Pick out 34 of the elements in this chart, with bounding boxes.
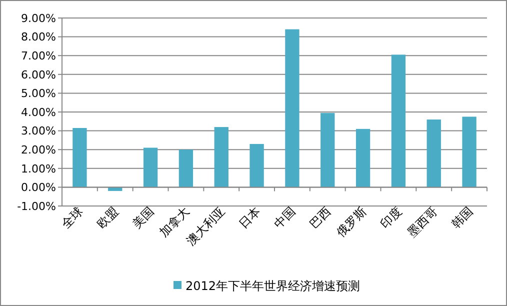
- bar: [178, 150, 194, 188]
- x-tick-label: 韩国: [448, 204, 476, 232]
- bar: [108, 187, 122, 191]
- x-tick-label: 墨西哥: [404, 204, 440, 240]
- bar: [320, 112, 335, 188]
- y-tick-label: 5.00%: [21, 87, 56, 100]
- x-tick-label: 中国: [271, 204, 298, 232]
- x-tick-label: 俄罗斯: [334, 204, 370, 240]
- bar: [391, 54, 406, 188]
- y-tick-label: 2.00%: [21, 143, 56, 156]
- x-tick-label: 欧盟: [94, 204, 122, 232]
- y-tick-label: -1.00%: [17, 200, 56, 213]
- y-tick-label: 3.00%: [21, 124, 56, 138]
- bar: [250, 144, 264, 188]
- y-tick-label: 6.00%: [21, 68, 56, 82]
- bar: [72, 128, 87, 188]
- x-tick-label: 全球: [58, 204, 86, 232]
- bar: [426, 120, 441, 188]
- y-tick-label: 9.00%: [21, 12, 56, 25]
- y-tick-label: 8.00%: [21, 30, 56, 44]
- y-tick-label: 4.00%: [21, 106, 56, 119]
- x-tick-label: 美国: [130, 204, 157, 232]
- x-tick-label: 日本: [236, 204, 263, 232]
- x-tick-label: 巴西: [306, 204, 334, 232]
- y-tick-label: 0.00%: [21, 181, 56, 194]
- x-tick-label: 印度: [378, 204, 405, 232]
- bar: [356, 128, 370, 188]
- y-tick-label: 7.00%: [21, 49, 56, 62]
- bar: [143, 148, 158, 188]
- y-tick-label: 1.00%: [21, 162, 56, 176]
- bar: [462, 116, 476, 188]
- bar: [214, 127, 228, 188]
- bar: [285, 29, 300, 188]
- legend-label: 2012年下半年世界经济增速预测: [186, 279, 360, 294]
